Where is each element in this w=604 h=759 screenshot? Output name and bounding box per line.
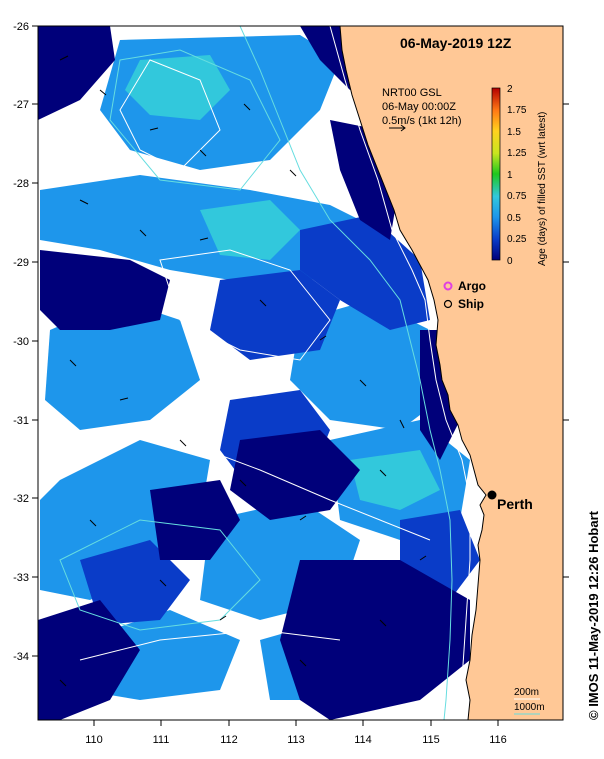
colorbar-tick: 1.5 — [507, 127, 521, 138]
info-line-scale: 0.5m/s (1kt 12h) — [382, 115, 461, 127]
info-line-model: NRT00 GSL — [382, 87, 442, 99]
land-mass — [339, 26, 563, 720]
colorbar-tick: 0.25 — [507, 234, 527, 245]
lon-tick-label: 110 — [85, 734, 103, 746]
colorbar-tick: 0.5 — [507, 213, 521, 224]
lat-tick-label: -28 — [13, 178, 29, 190]
sst-age-0-patches — [38, 26, 470, 720]
city-label-perth: Perth — [497, 496, 533, 512]
lon-tick-label: 116 — [489, 734, 507, 746]
colorbar-gradient — [491, 87, 501, 261]
perth-marker — [487, 490, 497, 500]
lat-tick-label: -32 — [13, 493, 29, 505]
argo-legend-label: Argo — [458, 279, 486, 293]
isobath-1000m-lines — [59, 26, 453, 720]
lon-tick-label: 115 — [422, 734, 440, 746]
colorbar-tick: 0.75 — [507, 191, 527, 202]
colorbar-tick: 1 — [507, 170, 513, 181]
sst-age-0-75-patches — [125, 55, 440, 510]
scale-arrow — [389, 124, 406, 132]
isobath-1000m-label: 1000m — [514, 702, 545, 713]
lat-tick-label: -27 — [13, 99, 29, 111]
map-title: 06-May-2019 12Z — [400, 35, 512, 51]
ship-legend-label: Ship — [458, 297, 484, 311]
info-block: NRT00 GSL 06-May 00:00Z 0.5m/s (1kt 12h) — [382, 87, 461, 127]
ship-marker-icon — [443, 299, 453, 309]
lat-tick-label: -26 — [13, 21, 29, 33]
lat-tick-label: -31 — [13, 415, 29, 427]
lat-tick-label: -30 — [13, 336, 29, 348]
lon-tick-label: 114 — [354, 734, 372, 746]
isobath-legend: 200m 1000m — [514, 687, 545, 715]
colorbar-tick: 1.25 — [507, 148, 527, 159]
lat-tick-label: -33 — [13, 572, 29, 584]
colorbar: 0 0.25 0.5 0.75 1 1.25 1.5 1.75 2 Age (d… — [491, 84, 548, 267]
current-vectors — [59, 55, 427, 687]
argo-marker-icon — [443, 281, 453, 291]
lon-tick-label: 112 — [220, 734, 238, 746]
map-plot — [38, 26, 563, 720]
colorbar-tick: 2 — [507, 84, 513, 95]
credit-text: © IMOS 11-May-2019 12:26 Hobart — [586, 510, 601, 720]
lat-tick-label: -34 — [13, 651, 29, 663]
lat-tick-labels: -26 -27 -28 -29 -30 -31 -32 -33 -34 — [13, 21, 29, 663]
colorbar-tick: 1.75 — [507, 105, 527, 116]
colorbar-tick: 0 — [507, 256, 513, 267]
legend: Argo Ship — [443, 279, 486, 311]
plot-frame — [37, 25, 564, 721]
info-line-date: 06-May 00:00Z — [382, 101, 456, 113]
lon-tick-label: 111 — [153, 734, 170, 746]
colorbar-label: Age (days) of filled SST (wrt latest) — [537, 112, 548, 266]
isobath-200m-lines — [79, 26, 471, 720]
axis-ticks — [32, 25, 569, 726]
lon-tick-labels: 110 111 112 113 114 115 116 — [85, 734, 507, 746]
isobath-200m-label: 200m — [514, 687, 539, 698]
lon-tick-label: 113 — [287, 734, 305, 746]
lat-tick-label: -29 — [13, 257, 29, 269]
